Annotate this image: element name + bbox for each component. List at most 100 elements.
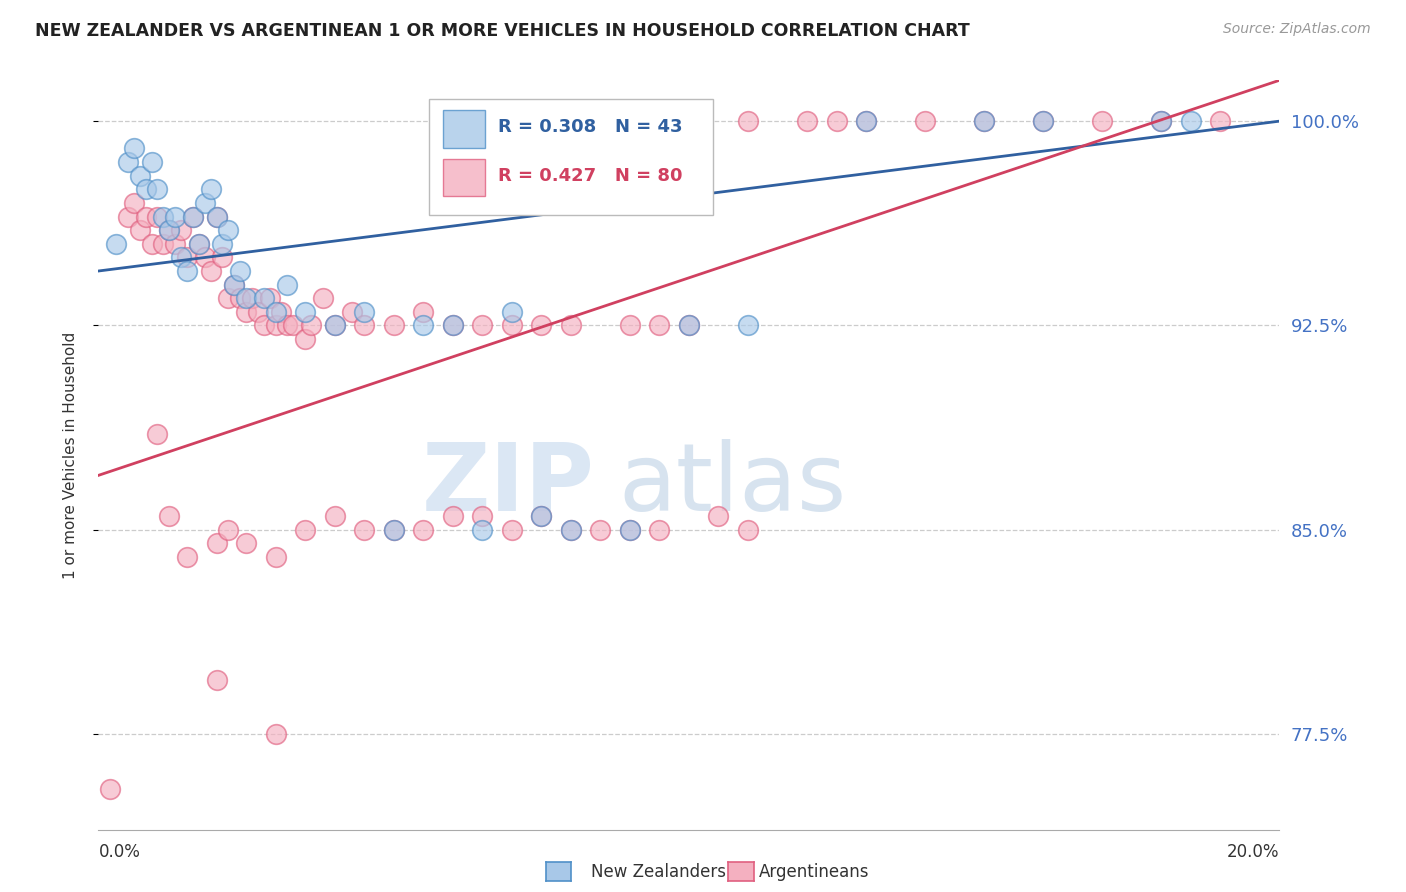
Point (205, 210, 228, 224)
Point (471, 318, 494, 333)
Point (323, 318, 346, 333)
Point (165, 210, 187, 224)
Point (235, 536, 257, 550)
Point (276, 277, 298, 292)
Point (294, 332, 316, 346)
Point (165, 236, 187, 251)
Point (217, 291, 239, 305)
FancyBboxPatch shape (429, 99, 713, 215)
Point (530, 318, 553, 333)
Point (1209, 114, 1232, 128)
Point (441, 509, 464, 524)
Point (678, 318, 700, 333)
Point (235, 291, 257, 305)
Point (217, 223, 239, 237)
Point (270, 305, 292, 319)
Point (737, 114, 759, 128)
Point (1032, 114, 1054, 128)
Point (170, 223, 193, 237)
Point (1150, 114, 1173, 128)
Point (200, 182, 222, 196)
Point (259, 291, 281, 305)
Point (117, 155, 139, 169)
Y-axis label: 1 or more Vehicles in Household: 1 or more Vehicles in Household (63, 331, 77, 579)
Point (187, 236, 209, 251)
Point (264, 727, 287, 741)
Point (235, 305, 257, 319)
Point (246, 305, 269, 319)
Point (619, 523, 641, 537)
Point (1091, 114, 1114, 128)
Point (973, 114, 995, 128)
Point (135, 182, 157, 196)
Point (914, 114, 936, 128)
Point (135, 210, 157, 224)
Point (117, 210, 139, 224)
Point (560, 318, 582, 333)
Point (229, 264, 252, 278)
Point (141, 236, 163, 251)
Text: Source: ZipAtlas.com: Source: ZipAtlas.com (1223, 22, 1371, 37)
Point (128, 223, 150, 237)
Point (211, 251, 233, 265)
Point (205, 536, 228, 550)
Point (200, 264, 222, 278)
Point (181, 210, 204, 224)
Point (441, 318, 464, 333)
Point (146, 210, 169, 224)
Point (412, 318, 434, 333)
Point (253, 318, 276, 333)
Point (294, 523, 316, 537)
Point (382, 523, 405, 537)
Text: ZIP: ZIP (422, 439, 595, 531)
Text: New Zealanders: New Zealanders (591, 863, 725, 881)
Point (217, 523, 239, 537)
Point (678, 318, 700, 333)
Point (323, 318, 346, 333)
Point (157, 509, 180, 524)
Point (312, 291, 335, 305)
Point (176, 550, 198, 565)
Text: 0.0%: 0.0% (98, 843, 141, 861)
Point (323, 509, 346, 524)
Point (170, 251, 193, 265)
Point (1150, 114, 1173, 128)
Point (294, 305, 316, 319)
Point (1180, 114, 1202, 128)
Point (264, 305, 287, 319)
Text: R = 0.308   N = 43: R = 0.308 N = 43 (498, 119, 682, 136)
Point (146, 427, 169, 442)
Point (122, 195, 145, 210)
Point (471, 509, 494, 524)
Point (224, 277, 246, 292)
Point (181, 210, 204, 224)
Point (105, 236, 128, 251)
Point (146, 182, 169, 196)
Point (441, 318, 464, 333)
Point (205, 210, 228, 224)
Point (264, 318, 287, 333)
Point (648, 318, 671, 333)
Point (353, 318, 375, 333)
Point (98, 781, 121, 796)
Point (353, 305, 375, 319)
Text: R = 0.427   N = 80: R = 0.427 N = 80 (498, 167, 682, 186)
Point (825, 114, 848, 128)
Point (501, 305, 523, 319)
Point (264, 550, 287, 565)
Point (152, 236, 174, 251)
Point (855, 114, 877, 128)
Point (707, 509, 730, 524)
Point (187, 236, 209, 251)
Point (229, 291, 252, 305)
Bar (443, 111, 485, 148)
Point (283, 318, 305, 333)
Point (122, 141, 145, 155)
Point (224, 277, 246, 292)
Point (530, 509, 553, 524)
Point (211, 236, 233, 251)
Point (501, 523, 523, 537)
Point (796, 114, 818, 128)
Point (276, 318, 298, 333)
Point (382, 318, 405, 333)
